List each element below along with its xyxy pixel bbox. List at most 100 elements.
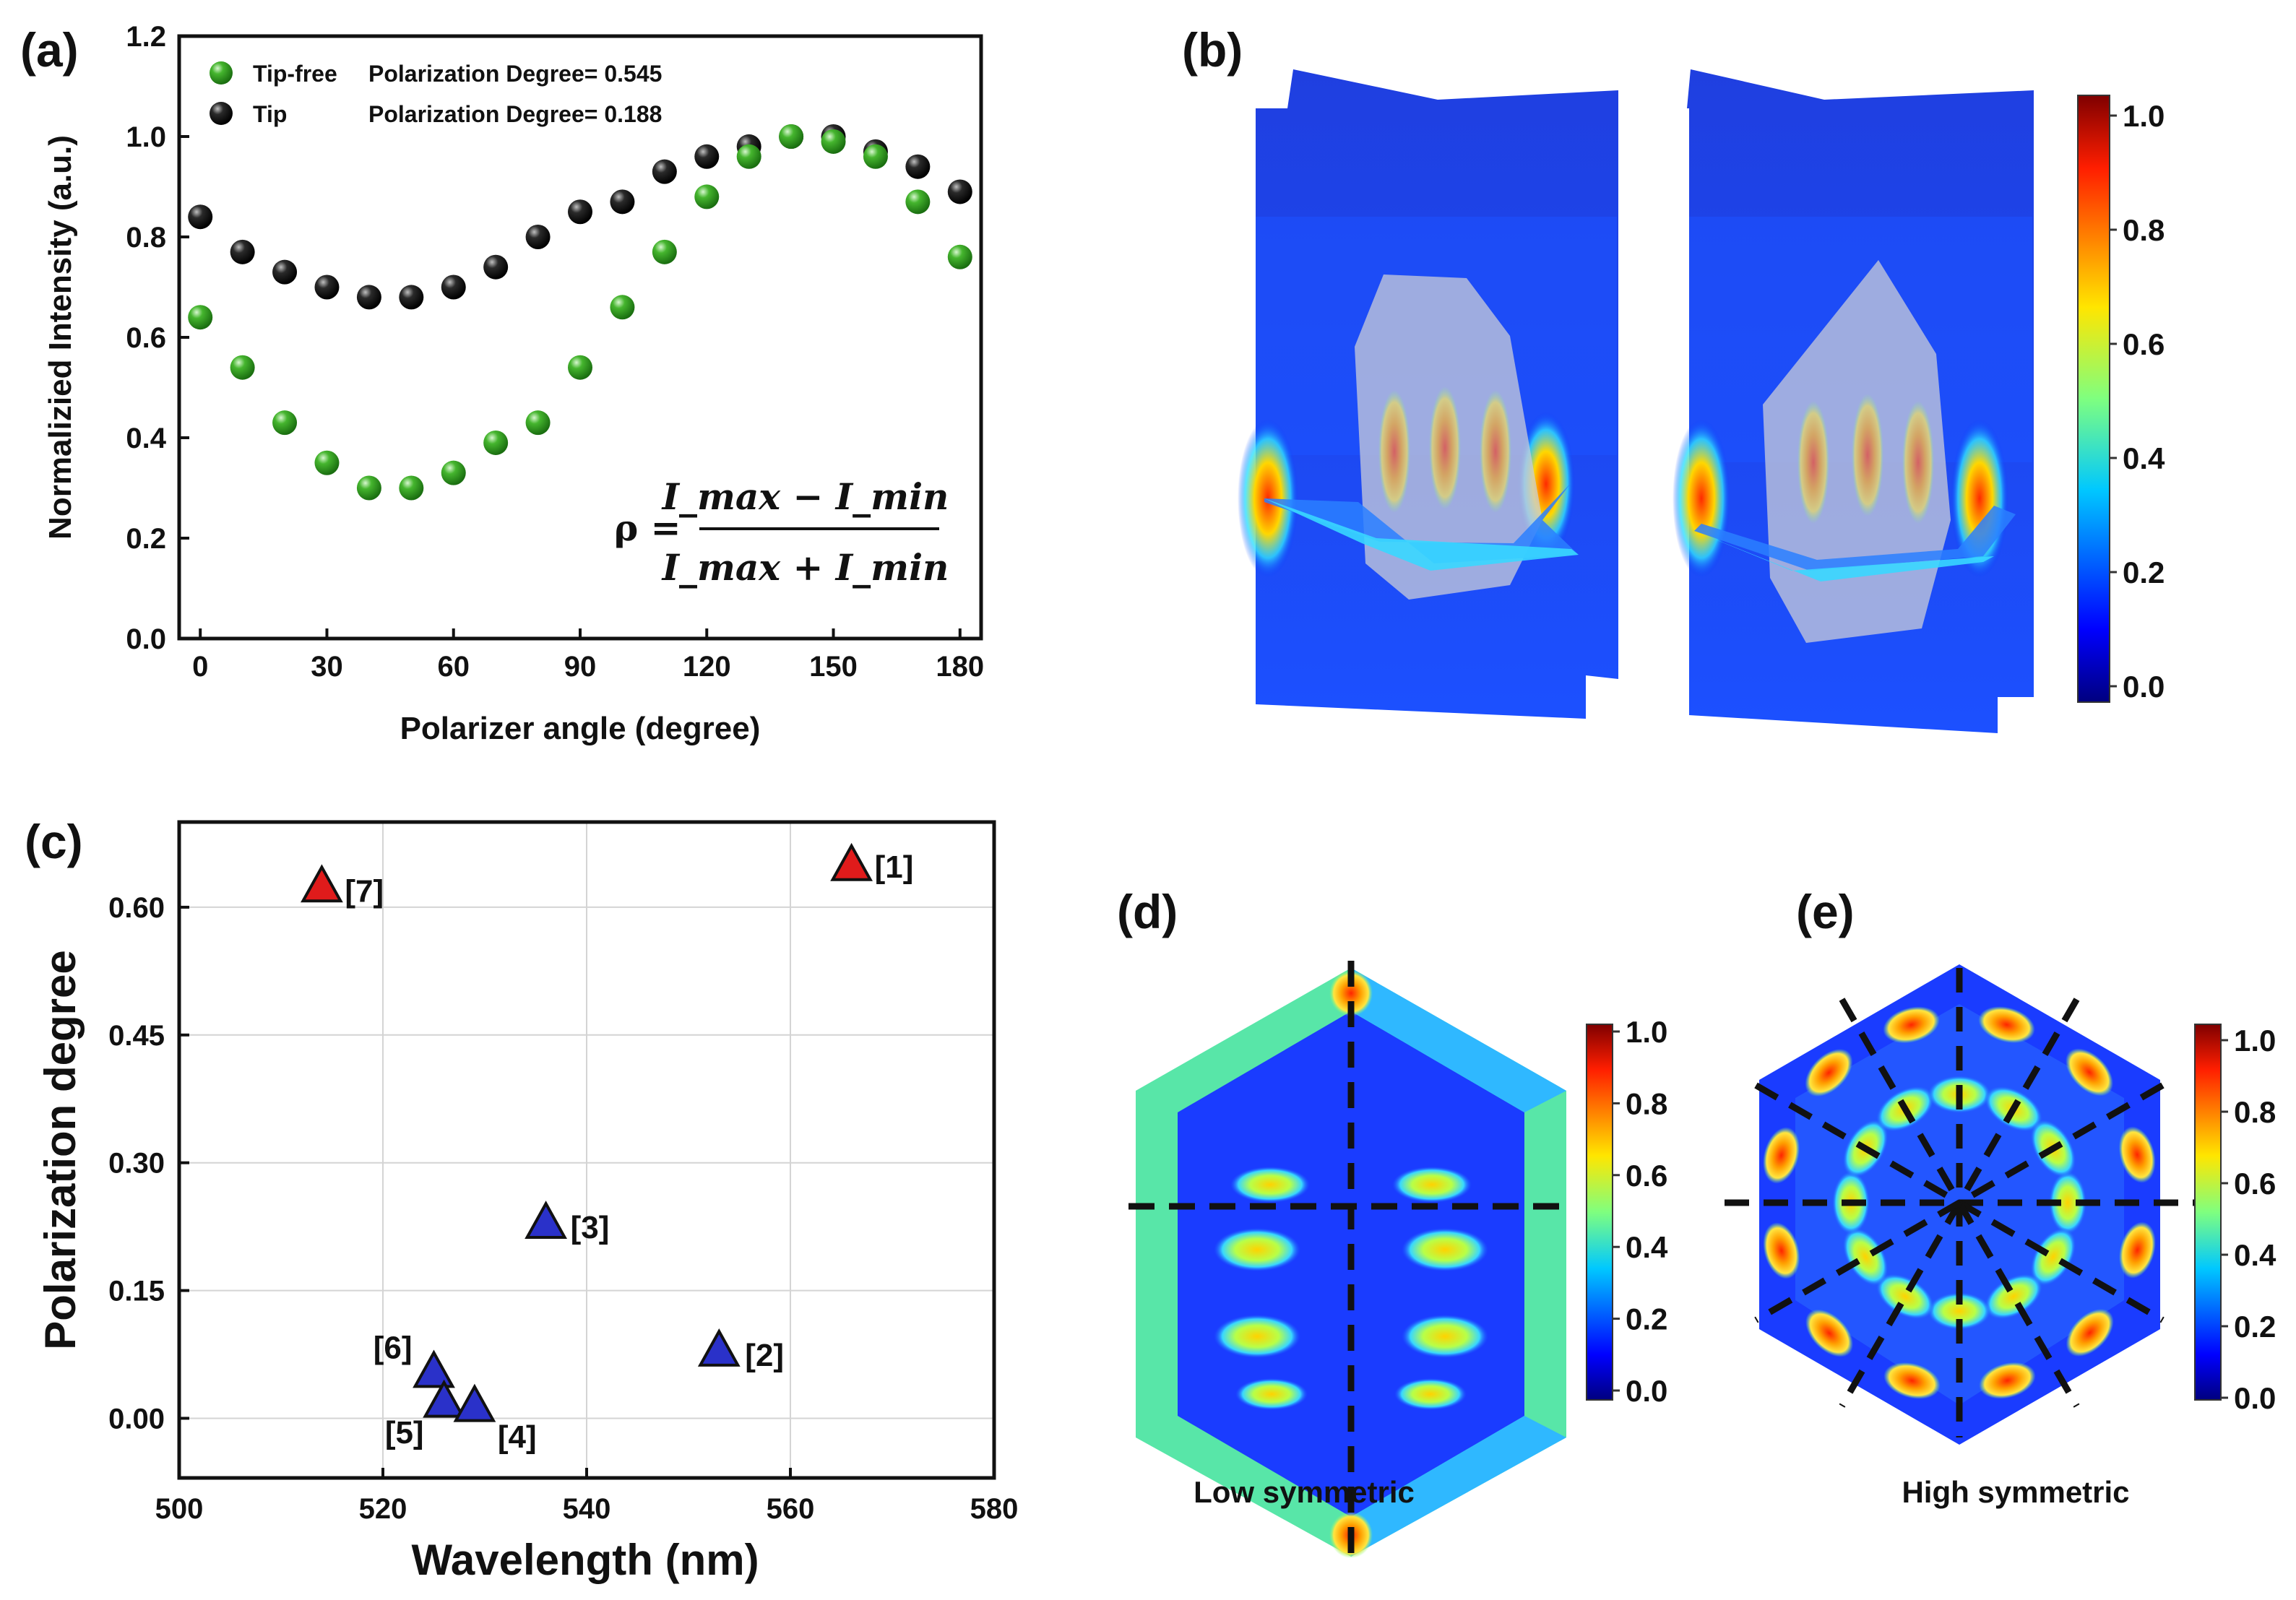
colorbar-e-tick-label: 1.0 [2234,1024,2276,1058]
plot-a-ylabel: Normalizied Intensity (a.u.) [43,135,78,540]
legend-tip-free-annotation: Polarization Degree= 0.545 [368,61,662,87]
plot-c-triangle-marker [525,1201,567,1240]
plot-c-point-label: [3] [571,1210,610,1245]
colorbar-d-tick-label: 0.2 [1626,1302,1667,1336]
tip-point [188,204,213,230]
plot-c-ytick-label: 0.45 [108,1020,165,1052]
tip-point [694,144,720,169]
tip-free-point [441,460,466,485]
colorbar-b [2077,95,2110,703]
tip-point [525,225,551,249]
plot-a-ytick-label: 0.4 [126,423,166,454]
field-lobe-outer [1763,1127,1800,1184]
field-lobe-inner [2049,1171,2086,1234]
colorbar-d [1586,1024,1613,1401]
tip-point [314,274,340,300]
legend-tip-marker [210,102,233,125]
plot-c-ytick-label: 0.00 [108,1403,165,1435]
colorbar-d-tick-label: 1.0 [1626,1015,1667,1049]
simulation-image-left [1238,69,1618,719]
formula-denominator: I_max + I_min [661,546,949,589]
tip-free-point [356,475,381,501]
polarization-formula: ρ = I_max − I_min I_max + I_min [614,475,949,589]
tip-free-point [779,124,804,149]
field-lobe-outer [1979,1362,2036,1399]
field-lobe-outer [2119,1221,2156,1279]
field-lobe-inner [1876,1273,1935,1320]
plot-c-ytick-label: 0.30 [108,1148,165,1180]
field-lobe-inner [1928,1292,1991,1330]
plot-c-triangle-marker [413,1349,455,1388]
panel-e: (e) 1.0 0.8 0.6 0.4 0.2 0.0 High symmetric [1725,885,2276,1509]
plot-a-xtick-label: 150 [809,651,858,683]
tip-point [441,274,466,300]
plot-a-xtick-label: 60 [437,651,470,683]
field-lobe-outer [1978,1006,2035,1043]
plot-c-triangle-marker [453,1383,496,1422]
tip-free-point [272,410,298,436]
plot-c-triangle-marker [830,842,873,881]
tip-free-point [314,450,340,475]
tip-point [947,179,972,204]
field-map-high-symmetric [1725,964,2194,1445]
panel-e-label: (e) [1796,885,1855,938]
tip-point [610,189,635,215]
field-lobe-outer [1883,1362,1941,1399]
field-lobe-outer [1883,1006,1940,1044]
colorbar-e-tick-label: 0.8 [2234,1095,2276,1129]
colorbar-d-tick-label: 0.8 [1626,1086,1667,1120]
plot-c-xlabel: Wavelength (nm) [411,1536,759,1584]
tip-point [399,285,424,310]
legend-tip-free-label: Tip-free [253,61,337,87]
tip-point [272,259,298,285]
tip-free-point [736,144,761,169]
plot-c-triangle-marker [697,1328,741,1367]
field-lobe-outer [1763,1222,1800,1279]
tip-point [905,154,931,179]
plot-c-xtick-label: 500 [155,1493,204,1525]
plot-c-ytick-label: 0.60 [108,892,165,924]
tip-free-point [483,430,509,455]
plot-c-xtick-label: 520 [359,1493,407,1525]
plot-a-xtick-label: 90 [564,651,597,683]
field-map-low-symmetric [1128,961,1568,1566]
tip-point [568,199,592,225]
colorbar-b-tick-label: 0.8 [2123,213,2165,247]
plot-a-xtick-label: 120 [683,651,731,683]
field-lobe-outer [1805,1049,1853,1097]
plot-c-xtick-label: 540 [563,1493,611,1525]
plot-a-ytick-label: 1.2 [126,21,166,53]
plot-c-ytick-label: 0.15 [108,1276,165,1307]
plot-c-ylabel: Polarization degree [36,950,85,1349]
panel-b-label: (b) [1182,23,1243,77]
field-lobe-inner [2030,1227,2076,1287]
field-lobe-outer [2066,1048,2113,1097]
colorbar-e-tick-label: 0.0 [2234,1381,2276,1415]
plot-c-xtick-label: 580 [970,1493,1019,1525]
tip-free-point [230,355,255,380]
plot-c-point-label: [7] [345,873,384,909]
plot-c-point-label: [1] [875,849,914,885]
tip-free-point [610,295,635,320]
legend-tip-free-marker [210,61,233,85]
colorbar-d-tick-label: 0.4 [1626,1230,1668,1264]
colorbar-e [2194,1024,2222,1401]
plot-a-ytick-label: 0.6 [126,322,166,354]
caption-high-symmetric: High symmetric [1902,1475,2129,1509]
plot-a-xtick-label: 0 [192,651,208,683]
colorbar-b-tick-label: 0.6 [2123,327,2165,361]
colorbar-d-tick-label: 0.6 [1626,1159,1667,1193]
tip-free-point [863,144,888,169]
colorbar-b-tick-label: 0.0 [2123,670,2165,704]
caption-low-symmetric: Low symmetric [1194,1475,1415,1509]
panel-d-label: (d) [1117,885,1178,938]
formula-numerator: I_max − I_min [661,475,949,518]
simulation-image-right [1673,69,2034,733]
colorbar-b-tick-label: 1.0 [2123,99,2165,133]
formula-lhs: ρ = [614,506,681,549]
legend-tip-label: Tip [253,101,287,127]
tip-free-point [188,305,213,330]
panel-d: (d) 1.0 0.8 0.6 0.4 0.2 0.0 Low symmetric [1117,885,1668,1566]
plot-a-ytick-label: 1.0 [126,121,166,153]
